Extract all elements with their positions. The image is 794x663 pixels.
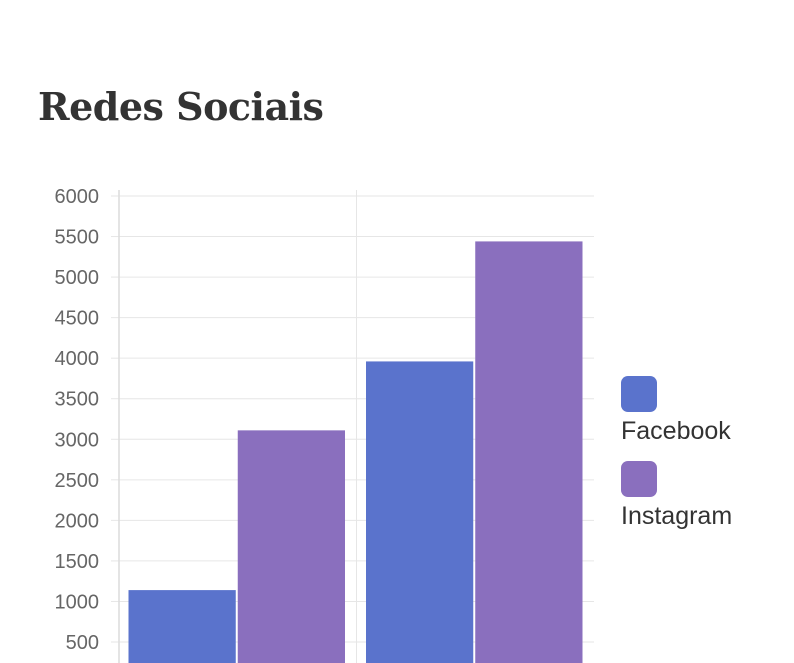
y-tick-label: 4000 bbox=[55, 348, 100, 370]
y-tick-label: 4500 bbox=[55, 308, 100, 330]
legend-label-instagram: Instagram bbox=[621, 502, 733, 530]
bar-instagram-1[interactable] bbox=[475, 241, 583, 663]
chart-title: Redes Sociais bbox=[38, 84, 324, 129]
y-tick-label: 2000 bbox=[55, 510, 100, 532]
y-tick-label: 1000 bbox=[55, 591, 100, 613]
legend-swatch-instagram bbox=[621, 461, 657, 497]
legend: Facebook Instagram bbox=[621, 376, 732, 546]
y-tick-label: 1500 bbox=[55, 551, 100, 573]
y-tick-label: 5000 bbox=[55, 267, 100, 289]
legend-swatch-facebook bbox=[621, 376, 657, 412]
y-tick-label: 3000 bbox=[55, 429, 100, 451]
bar-instagram-0[interactable] bbox=[237, 430, 345, 663]
y-tick-label: 3500 bbox=[55, 389, 100, 411]
legend-label-facebook: Facebook bbox=[621, 417, 731, 445]
bar-facebook-0[interactable] bbox=[128, 590, 236, 663]
y-axis-ticks: 500 1000 1500 2000 2500 3000 3500 4000 4500 5000 5… bbox=[55, 186, 100, 654]
y-tick-label: 5500 bbox=[55, 227, 100, 249]
bar-facebook-1[interactable] bbox=[366, 361, 474, 663]
y-tick-label: 6000 bbox=[55, 186, 100, 208]
legend-item-facebook[interactable]: Facebook bbox=[621, 376, 732, 447]
bars bbox=[128, 241, 583, 663]
legend-item-instagram[interactable]: Instagram bbox=[621, 461, 732, 532]
y-tick-label: 500 bbox=[66, 632, 99, 654]
y-tick-label: 2500 bbox=[55, 470, 100, 492]
